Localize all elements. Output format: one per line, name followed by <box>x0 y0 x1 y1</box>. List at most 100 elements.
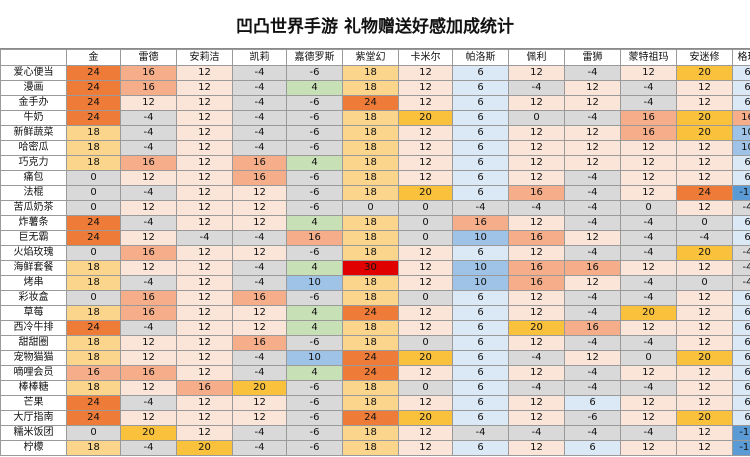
affinity-value-cell: 24 <box>66 95 121 111</box>
affinity-value-cell: -4 <box>620 95 677 111</box>
affinity-value-cell: 10 <box>452 275 509 291</box>
header-character: 雷狮 <box>564 49 621 66</box>
affinity-value-cell: 12 <box>620 440 677 456</box>
affinity-value-cell: 6 <box>564 440 621 456</box>
affinity-value-cell: 0 <box>66 200 121 216</box>
affinity-value-cell: 6 <box>732 335 750 351</box>
gift-name-cell: 漫画 <box>0 80 67 96</box>
affinity-value-cell: 12 <box>620 320 677 336</box>
affinity-value-cell: 12 <box>176 350 233 366</box>
affinity-value-cell: 6 <box>732 350 750 366</box>
affinity-value-cell: 12 <box>620 185 677 201</box>
affinity-value-cell: 20 <box>676 410 733 426</box>
affinity-value-cell: -4 <box>232 365 287 381</box>
header-character: 格瑞 <box>732 49 750 66</box>
affinity-value-cell: 18 <box>66 380 121 396</box>
affinity-value-cell: -6 <box>286 125 343 141</box>
affinity-value-cell: 6 <box>452 170 509 186</box>
affinity-value-cell: 20 <box>620 305 677 321</box>
affinity-value-cell: 20 <box>398 185 453 201</box>
affinity-value-cell: -4 <box>232 275 287 291</box>
affinity-value-cell: 12 <box>398 365 453 381</box>
affinity-value-cell: 6 <box>732 65 750 81</box>
affinity-value-cell: 24 <box>342 305 399 321</box>
affinity-value-cell: 4 <box>286 365 343 381</box>
header-corner <box>0 49 67 66</box>
affinity-value-cell: 6 <box>452 80 509 96</box>
affinity-value-cell: 12 <box>676 155 733 171</box>
affinity-value-cell: 20 <box>676 245 733 261</box>
affinity-value-cell: 12 <box>398 125 453 141</box>
affinity-value-cell: 20 <box>676 125 733 141</box>
affinity-value-cell: 12 <box>232 215 287 231</box>
affinity-value-cell: 12 <box>398 260 453 276</box>
affinity-value-cell: 18 <box>66 335 121 351</box>
affinity-value-cell: 18 <box>342 65 399 81</box>
affinity-value-cell: 12 <box>398 155 453 171</box>
affinity-value-cell: 18 <box>342 140 399 156</box>
affinity-value-cell: 12 <box>176 275 233 291</box>
gift-name-cell: 柠檬 <box>0 440 67 456</box>
affinity-value-cell: 12 <box>176 185 233 201</box>
affinity-value-cell: 0 <box>66 290 121 306</box>
affinity-value-cell: 12 <box>564 95 621 111</box>
affinity-value-cell: 4 <box>286 155 343 171</box>
affinity-value-cell: -6 <box>286 185 343 201</box>
affinity-value-cell: 12 <box>176 200 233 216</box>
affinity-value-cell: 6 <box>452 110 509 126</box>
affinity-value-cell: -4 <box>564 200 621 216</box>
affinity-value-cell: 6 <box>732 365 750 381</box>
affinity-value-cell: 12 <box>176 335 233 351</box>
affinity-value-cell: 4 <box>286 320 343 336</box>
affinity-value-cell: 18 <box>342 155 399 171</box>
affinity-value-cell: -6 <box>286 440 343 456</box>
header-row: 金雷德安莉洁凯莉嘉德罗斯紫堂幻卡米尔帕洛斯佩利雷狮蒙特祖玛安迷修格瑞 <box>0 49 750 66</box>
affinity-value-cell: 12 <box>508 245 565 261</box>
affinity-value-cell: 6 <box>452 155 509 171</box>
affinity-value-cell: 6 <box>732 80 750 96</box>
affinity-value-cell: 18 <box>66 440 121 456</box>
affinity-value-cell: 12 <box>398 140 453 156</box>
affinity-value-cell: 18 <box>342 335 399 351</box>
affinity-value-cell: 0 <box>66 425 121 441</box>
affinity-value-cell: -4 <box>120 110 177 126</box>
affinity-value-cell: -4 <box>564 215 621 231</box>
affinity-value-cell: -4 <box>620 290 677 306</box>
affinity-value-cell: -4 <box>676 230 733 246</box>
affinity-value-cell: 24 <box>66 215 121 231</box>
affinity-value-cell: -6 <box>286 95 343 111</box>
affinity-value-cell: -4 <box>232 125 287 141</box>
affinity-value-cell: 12 <box>508 305 565 321</box>
affinity-value-cell: 0 <box>342 200 399 216</box>
affinity-value-cell: 6 <box>732 95 750 111</box>
affinity-value-cell: 12 <box>620 260 677 276</box>
affinity-value-cell: -4 <box>508 80 565 96</box>
affinity-value-cell: 16 <box>232 335 287 351</box>
affinity-value-cell: 6 <box>452 440 509 456</box>
affinity-value-cell: 10 <box>732 140 750 156</box>
gift-name-cell: 烤串 <box>0 275 67 291</box>
affinity-value-cell: -6 <box>286 380 343 396</box>
gift-name-cell: 巧克力 <box>0 155 67 171</box>
affinity-value-cell: -4 <box>620 380 677 396</box>
header-character: 金 <box>66 49 121 66</box>
affinity-value-cell: -4 <box>232 65 287 81</box>
affinity-value-cell: 12 <box>120 170 177 186</box>
affinity-value-cell: 6 <box>452 320 509 336</box>
affinity-value-cell: 6 <box>452 305 509 321</box>
affinity-value-cell: 6 <box>452 245 509 261</box>
affinity-value-cell: -4 <box>564 365 621 381</box>
affinity-value-cell: 10 <box>452 230 509 246</box>
affinity-value-cell: 18 <box>66 305 121 321</box>
affinity-value-cell: 16 <box>732 110 750 126</box>
affinity-value-cell: 16 <box>508 230 565 246</box>
affinity-value-cell: 18 <box>342 185 399 201</box>
header-character: 嘉德罗斯 <box>286 49 343 66</box>
affinity-value-cell: 12 <box>176 365 233 381</box>
